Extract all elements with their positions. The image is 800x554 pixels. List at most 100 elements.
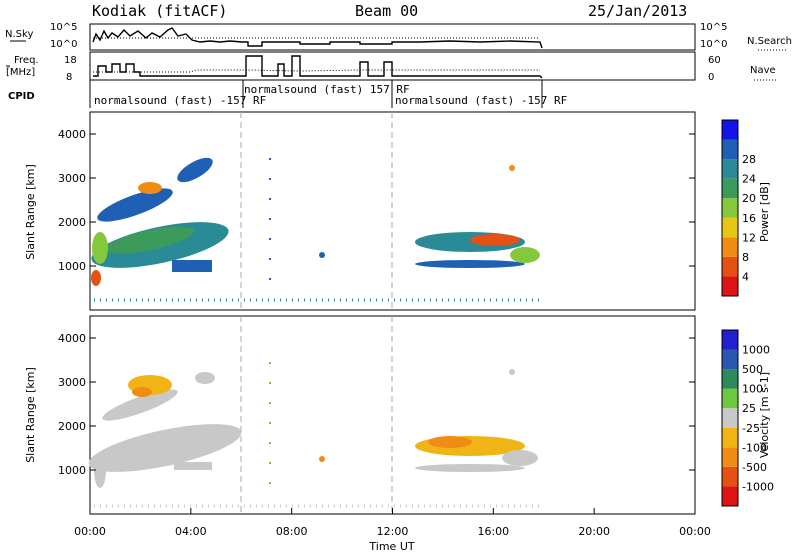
velocity-colorbar-tick: -500 xyxy=(742,461,767,474)
freq-series-line xyxy=(93,55,543,79)
date-title: 25/Jan/2013 xyxy=(588,2,687,20)
velocity-echo-layer xyxy=(88,362,540,508)
velocity-echo-hot xyxy=(132,387,152,397)
velocity-colorbar-swatch xyxy=(722,369,738,389)
power-echo-band xyxy=(415,260,525,268)
power-echo-band xyxy=(177,157,213,183)
power-colorbar-swatch xyxy=(722,237,738,257)
velocity-ytick-label: 4000 xyxy=(58,332,86,345)
power-colorbar-tick: 28 xyxy=(742,153,756,166)
power-colorbar-swatch xyxy=(722,217,738,238)
time-xtick-label: 00:00 xyxy=(679,525,711,538)
velocity-echo-hot xyxy=(428,436,472,448)
time-xtick-label: 12:00 xyxy=(377,525,409,538)
velocity-colorbar-swatch xyxy=(722,349,738,370)
freq-tick-bottom: 8 xyxy=(66,72,72,83)
velocity-colorbar-tick: -25 xyxy=(742,422,760,435)
freq-label-1: Freq. xyxy=(14,55,39,66)
power-colorbar-swatch xyxy=(722,139,738,160)
nave-series-line xyxy=(93,69,540,73)
power-y-axis: 1000 2000 3000 4000 xyxy=(58,128,695,273)
velocity-panel: 1000 2000 3000 4000 00:00 04:00 08:00 12:00 16:… xyxy=(24,315,711,553)
velocity-ytick-label: 1000 xyxy=(58,464,86,477)
velocity-colorbar-swatch xyxy=(722,408,738,428)
power-echo-layer xyxy=(91,157,540,302)
power-ytick-label: 4000 xyxy=(58,128,86,141)
beam-title: Beam 00 xyxy=(355,2,418,20)
velocity-colorbar-swatch xyxy=(722,466,738,487)
velocity-colorbar-tick: -100 xyxy=(742,441,767,454)
velocity-ytick-label: 3000 xyxy=(58,376,86,389)
velocity-echo-band xyxy=(195,372,215,384)
nsky-tick-bottom: 10^0 xyxy=(50,39,77,50)
velocity-ylabel: Slant Range [km] xyxy=(24,367,37,463)
velocity-colorbar-tick: 25 xyxy=(742,402,756,415)
velocity-echo-band xyxy=(88,424,242,472)
power-echo-hot xyxy=(470,234,520,246)
velocity-colorbar-swatch xyxy=(722,388,738,409)
velocity-echo-band xyxy=(102,389,178,421)
velocity-sparse-point xyxy=(319,456,325,462)
power-echo-band xyxy=(172,260,212,272)
nsky-series-line xyxy=(92,27,543,49)
nave-label: Nave xyxy=(750,65,776,76)
power-colorbar-swatch xyxy=(722,159,738,179)
power-colorbar-tick: 16 xyxy=(742,212,756,225)
velocity-echo-band xyxy=(174,462,212,470)
power-colorbar-swatch xyxy=(722,276,738,296)
nsky-label: N.Sky xyxy=(5,29,33,40)
power-colorbar-tick: 24 xyxy=(742,173,756,186)
cpid-segment-1: normalsound (fast) -157 RF xyxy=(94,94,266,107)
nsky-strip-frame xyxy=(89,23,696,51)
velocity-colorbar-tick: 1000 xyxy=(742,344,770,357)
nave-tick-bottom: 0 xyxy=(708,72,714,83)
velocity-echo-band xyxy=(502,450,538,466)
power-colorbar: 4 8 12 16 20 24 28 xyxy=(721,119,756,297)
power-colorbar-label: Power [dB] xyxy=(758,182,771,242)
velocity-echo-band xyxy=(415,464,525,472)
power-ytick-label: 3000 xyxy=(58,172,86,185)
power-colorbar-swatch xyxy=(722,198,738,218)
nsearch-label: N.Search xyxy=(747,36,792,47)
velocity-colorbar-swatch xyxy=(722,427,738,448)
power-echo-hot xyxy=(92,232,108,264)
power-colorbar-swatch xyxy=(722,178,738,199)
power-colorbar-tick: 12 xyxy=(742,231,756,244)
power-colorbar-swatch xyxy=(722,120,738,140)
time-xlabel: Time UT xyxy=(368,540,414,553)
time-xtick-label: 00:00 xyxy=(74,525,106,538)
power-colorbar-frame xyxy=(721,119,739,297)
velocity-y-axis: 1000 2000 3000 4000 xyxy=(58,332,695,477)
velocity-colorbar-label: Velocity [m s-1] xyxy=(758,372,771,458)
time-xtick-label: 04:00 xyxy=(175,525,207,538)
power-ylabel: Slant Range [km] xyxy=(24,164,37,260)
power-ytick-label: 2000 xyxy=(58,216,86,229)
cpid-segment-3: normalsound (fast) -157 RF xyxy=(395,94,567,107)
power-panel-frame xyxy=(89,111,696,311)
time-xtick-label: 16:00 xyxy=(477,525,509,538)
power-echo-core xyxy=(105,226,195,254)
velocity-echo-band xyxy=(94,452,106,488)
velocity-colorbar-swatch xyxy=(722,330,738,350)
cpid-segment-2: normalsound (fast) 157 RF xyxy=(244,83,410,96)
power-sparse-point xyxy=(319,252,325,258)
velocity-colorbar-tick: 100 xyxy=(742,383,763,396)
power-colorbar-tick: 20 xyxy=(742,192,756,205)
station-title: Kodiak (fitACF) xyxy=(92,2,227,20)
velocity-colorbar-tick: 500 xyxy=(742,363,763,376)
velocity-colorbar-swatch xyxy=(722,447,738,467)
velocity-sparse-point xyxy=(509,369,515,375)
velocity-colorbar-tick: -1000 xyxy=(742,480,774,493)
power-sparse-point xyxy=(509,165,515,171)
freq-label-2: [MHz] xyxy=(6,67,35,78)
velocity-colorbar-frame xyxy=(721,329,739,507)
nave-tick-top: 60 xyxy=(708,55,721,66)
velocity-ytick-label: 2000 xyxy=(58,420,86,433)
power-panel: 1000 2000 3000 4000 Slant Range [km] xyxy=(24,111,696,311)
freq-tick-top: 18 xyxy=(64,55,77,66)
velocity-colorbar: -1000 -500 -100 -25 25 100 500 1000 xyxy=(721,329,774,507)
power-colorbar-tick: 8 xyxy=(742,251,749,264)
nsky-tick-top: 10^5 xyxy=(50,22,77,33)
